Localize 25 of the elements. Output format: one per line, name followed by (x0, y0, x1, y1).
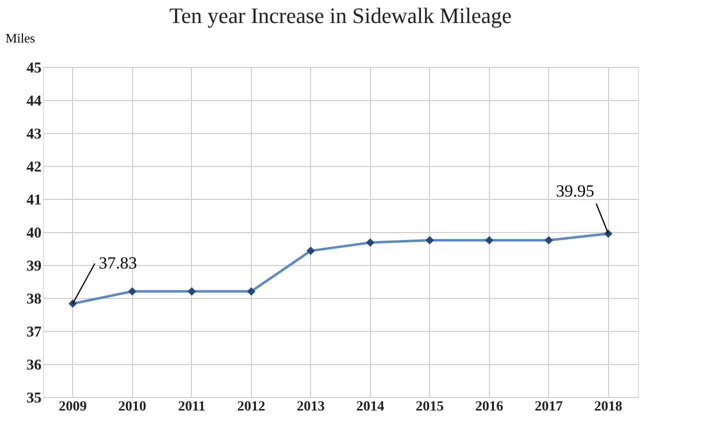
y-tick-label: 44 (26, 94, 42, 110)
y-tick-label: 41 (26, 192, 42, 208)
x-tick-label: 2010 (118, 400, 146, 414)
y-tick-label: 42 (26, 160, 42, 176)
x-tick-label: 2016 (475, 400, 504, 414)
y-tick-label: 45 (26, 60, 42, 76)
y-tick-label: 40 (26, 226, 42, 242)
x-tick-label: 2014 (356, 400, 384, 414)
annotation: 39.95 (556, 182, 594, 201)
y-tick-label: 35 (26, 390, 42, 406)
chart-title: Ten year Increase in Sidewalk Mileage (169, 3, 512, 28)
y-tick-label: 36 (26, 358, 42, 374)
y-tick-label: 38 (26, 292, 42, 308)
x-tick-label: 2013 (296, 400, 325, 414)
annotation: 37.83 (98, 254, 137, 273)
x-tick-label: 2015 (416, 400, 444, 414)
x-tick-label: 2009 (58, 400, 87, 414)
x-tick-label: 2017 (534, 400, 563, 414)
x-tick-label: 2011 (178, 400, 206, 414)
x-tick-label: 2012 (237, 400, 266, 414)
y-tick-label: 37 (26, 324, 42, 340)
y-tick-label: 43 (26, 126, 42, 142)
y-axis-title: Miles (6, 30, 36, 46)
y-tick-label: 39 (26, 258, 42, 274)
x-tick-label: 2018 (594, 400, 622, 414)
